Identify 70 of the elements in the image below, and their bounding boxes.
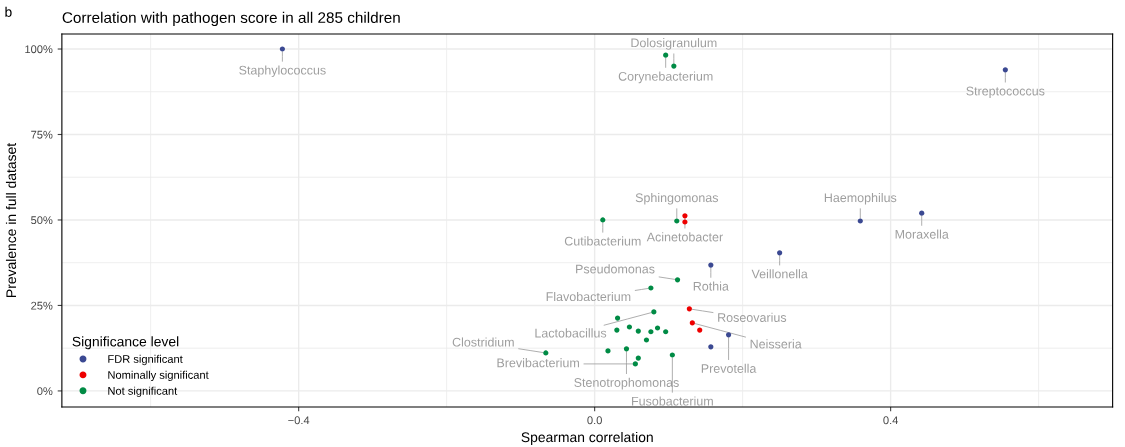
x-tick-label: −0.4 — [288, 416, 310, 425]
x-tick-label: 0.0 — [587, 416, 602, 425]
annotation: Roseovarius — [718, 312, 787, 322]
point — [643, 337, 650, 343]
point — [777, 250, 783, 256]
annotation: Sphingomonas — [635, 192, 719, 205]
annotation: Prevotella — [701, 363, 757, 373]
x-axis-title: Spearman correlation — [521, 431, 653, 445]
legend-label: Not significant — [108, 386, 178, 397]
point — [623, 346, 630, 352]
point — [663, 329, 669, 335]
annotation: Rothia — [693, 281, 729, 291]
annotation: Staphylococcus — [239, 65, 326, 78]
point — [614, 315, 621, 321]
y-axis-title: Prevalence in full dataset — [5, 142, 17, 297]
x-tick-label: 0.4 — [883, 416, 899, 425]
point — [708, 262, 714, 268]
annotation: Haemophilus — [824, 192, 897, 205]
point — [543, 350, 549, 356]
point — [648, 285, 654, 291]
point — [279, 46, 285, 52]
annotation: Brevibacterium — [497, 358, 579, 368]
y-tick-label: 100% — [25, 45, 53, 54]
point — [654, 325, 661, 331]
annotation: Moraxella — [895, 229, 949, 239]
annotation: Clostridium — [452, 337, 514, 347]
annotation: Fusobacterium — [632, 396, 713, 406]
point — [697, 327, 703, 333]
point — [1002, 67, 1008, 73]
annotation: Corynebacterium — [618, 71, 713, 84]
y-tick-label: 50% — [31, 216, 53, 225]
chart-title: Correlation with pathogen score in all 285 children — [62, 11, 400, 27]
legend-title: Significance level — [72, 336, 179, 350]
point — [648, 329, 654, 335]
annotation: Pseudomonas — [576, 264, 655, 274]
point — [919, 210, 925, 216]
y-tick-label: 0% — [37, 387, 53, 396]
legend-label: FDR significant — [108, 354, 183, 366]
point — [708, 344, 714, 350]
point — [635, 355, 641, 361]
point — [671, 63, 677, 69]
annotation: Acinetobacter — [646, 232, 723, 242]
point — [669, 352, 675, 358]
point — [682, 213, 688, 219]
annotation: Cutibacterium — [564, 236, 641, 246]
point — [632, 361, 638, 367]
point — [600, 217, 606, 223]
point — [626, 324, 633, 330]
point — [689, 320, 695, 326]
annotation: Neisseria — [750, 339, 802, 349]
point — [651, 309, 657, 315]
annotation: Lactobacillus — [535, 328, 607, 338]
y-tick-label: 75% — [31, 130, 53, 139]
point — [614, 327, 620, 333]
annotation: Dolosigranulum — [631, 38, 717, 50]
point — [663, 52, 669, 58]
point — [857, 218, 863, 224]
text: b — [5, 6, 12, 17]
point — [605, 348, 611, 354]
point — [725, 332, 732, 338]
point — [635, 328, 641, 334]
annotation: Flavobacterium — [546, 291, 631, 302]
annotation: Veillonella — [751, 269, 808, 279]
point — [674, 218, 680, 224]
annotation: Streptococcus — [966, 86, 1045, 98]
point — [674, 277, 681, 283]
point — [686, 306, 692, 312]
point — [682, 219, 688, 225]
y-tick-label: 25% — [31, 301, 53, 310]
legend-label: Nominally significant — [108, 370, 209, 382]
